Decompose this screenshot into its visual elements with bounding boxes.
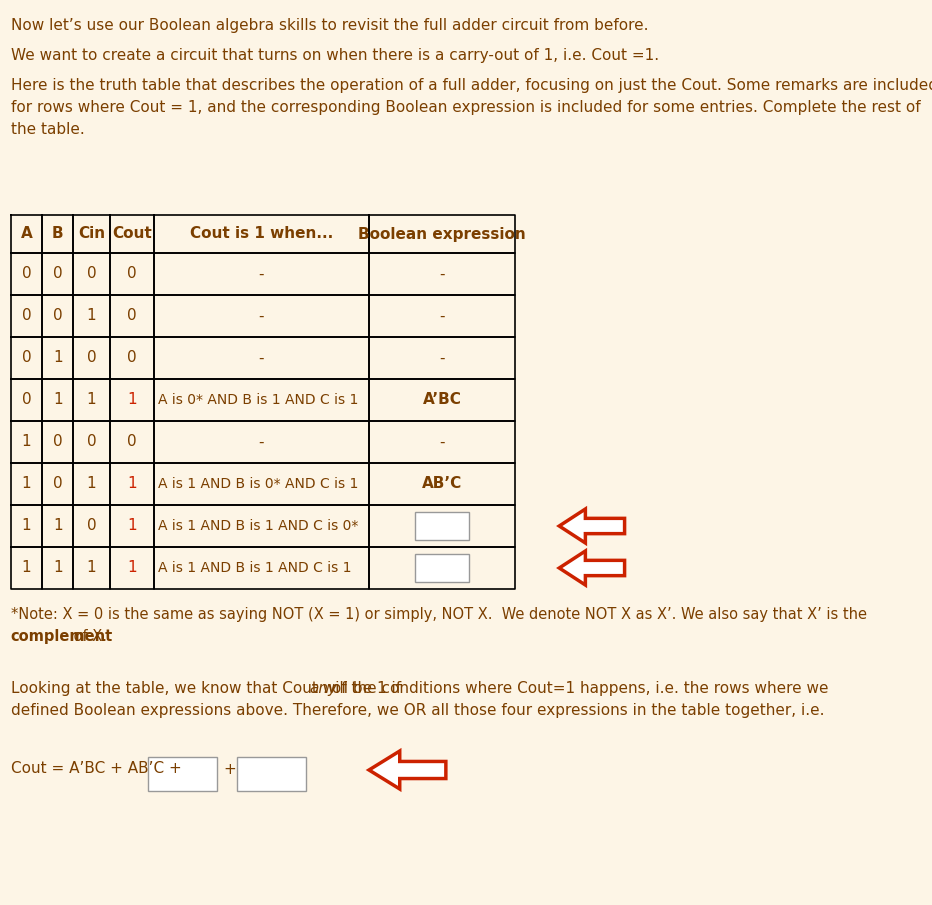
Text: We want to create a circuit that turns on when there is a carry-out of 1, i.e. C: We want to create a circuit that turns o… — [11, 48, 659, 63]
Text: Here is the truth table that describes the operation of a full adder, focusing o: Here is the truth table that describes t… — [11, 78, 932, 93]
Text: +: + — [223, 763, 236, 777]
Text: 1: 1 — [53, 519, 62, 534]
Text: 1: 1 — [21, 519, 32, 534]
Text: Looking at the table, we know that Cout will be 1 if: Looking at the table, we know that Cout … — [11, 681, 405, 696]
Text: 0: 0 — [53, 477, 62, 491]
Text: 0: 0 — [87, 519, 96, 534]
Text: 0: 0 — [127, 309, 137, 323]
Polygon shape — [559, 509, 624, 543]
Text: 0: 0 — [127, 434, 137, 450]
Text: -: - — [439, 434, 445, 450]
Text: 0: 0 — [127, 350, 137, 366]
Text: of the conditions where Cout=1 happens, i.e. the rows where we: of the conditions where Cout=1 happens, … — [327, 681, 829, 696]
Text: -: - — [258, 434, 264, 450]
Text: 1: 1 — [87, 309, 96, 323]
Text: -: - — [258, 266, 264, 281]
Bar — [415, 554, 469, 582]
Text: 1: 1 — [53, 393, 62, 407]
Text: 1: 1 — [127, 560, 137, 576]
Text: 1: 1 — [87, 393, 96, 407]
Text: 1: 1 — [21, 477, 32, 491]
Text: 0: 0 — [21, 266, 32, 281]
Text: Cout: Cout — [112, 226, 152, 242]
Text: the table.: the table. — [11, 122, 85, 137]
Text: 1: 1 — [53, 560, 62, 576]
Text: any: any — [309, 681, 337, 696]
Text: Now let’s use our Boolean algebra skills to revisit the full adder circuit from : Now let’s use our Boolean algebra skills… — [11, 18, 649, 33]
Text: 0: 0 — [87, 434, 96, 450]
Text: 1: 1 — [127, 393, 137, 407]
Text: A is 1 AND B is 1 AND C is 1: A is 1 AND B is 1 AND C is 1 — [158, 561, 351, 575]
Text: -: - — [439, 350, 445, 366]
Text: A: A — [21, 226, 33, 242]
Text: B: B — [52, 226, 63, 242]
Text: 0: 0 — [21, 309, 32, 323]
Text: defined Boolean expressions above. Therefore, we OR all those four expressions i: defined Boolean expressions above. There… — [11, 703, 824, 718]
Text: Cout is 1 when...: Cout is 1 when... — [190, 226, 333, 242]
Text: 0: 0 — [21, 350, 32, 366]
Text: 0: 0 — [53, 266, 62, 281]
Text: 0: 0 — [87, 266, 96, 281]
Text: 1: 1 — [87, 560, 96, 576]
Text: 0: 0 — [127, 266, 137, 281]
Bar — [147, 757, 217, 791]
Text: 1: 1 — [53, 350, 62, 366]
Bar — [237, 757, 306, 791]
Text: 1: 1 — [127, 519, 137, 534]
Text: Cin: Cin — [78, 226, 105, 242]
Text: 0: 0 — [87, 350, 96, 366]
Text: -: - — [439, 266, 445, 281]
Text: A is 0* AND B is 1 AND C is 1: A is 0* AND B is 1 AND C is 1 — [158, 393, 358, 407]
Text: 1: 1 — [87, 477, 96, 491]
Text: Boolean expression: Boolean expression — [358, 226, 526, 242]
Text: for rows where Cout = 1, and the corresponding Boolean expression is included fo: for rows where Cout = 1, and the corresp… — [11, 100, 921, 115]
Text: of X.: of X. — [69, 629, 107, 644]
Text: -: - — [258, 309, 264, 323]
Text: 0: 0 — [53, 434, 62, 450]
Text: -: - — [258, 350, 264, 366]
Text: A’BC: A’BC — [422, 393, 461, 407]
Text: A is 1 AND B is 1 AND C is 0*: A is 1 AND B is 1 AND C is 0* — [158, 519, 358, 533]
Text: *Note: X = 0 is the same as saying NOT (X = 1) or simply, NOT X.  We denote NOT : *Note: X = 0 is the same as saying NOT (… — [11, 607, 867, 622]
Polygon shape — [369, 751, 445, 789]
Text: AB’C: AB’C — [422, 477, 462, 491]
Text: complement: complement — [11, 629, 113, 644]
Text: 0: 0 — [53, 309, 62, 323]
Text: 0: 0 — [21, 393, 32, 407]
Text: A is 1 AND B is 0* AND C is 1: A is 1 AND B is 0* AND C is 1 — [158, 477, 358, 491]
Text: Cout = A’BC + AB’C +: Cout = A’BC + AB’C + — [11, 761, 186, 776]
Text: -: - — [439, 309, 445, 323]
Polygon shape — [559, 551, 624, 585]
Text: 1: 1 — [21, 560, 32, 576]
Bar — [415, 512, 469, 540]
Text: 1: 1 — [127, 477, 137, 491]
Text: 1: 1 — [21, 434, 32, 450]
